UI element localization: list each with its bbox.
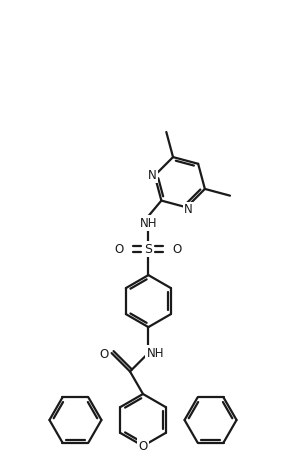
Text: S: S (144, 243, 152, 256)
Text: NH: NH (140, 217, 157, 229)
Text: NH: NH (147, 346, 164, 360)
Text: O: O (99, 347, 108, 361)
Text: O: O (173, 243, 182, 256)
Text: N: N (184, 203, 193, 216)
Text: N: N (148, 169, 157, 182)
Text: O: O (139, 439, 148, 453)
Text: O: O (115, 243, 124, 256)
